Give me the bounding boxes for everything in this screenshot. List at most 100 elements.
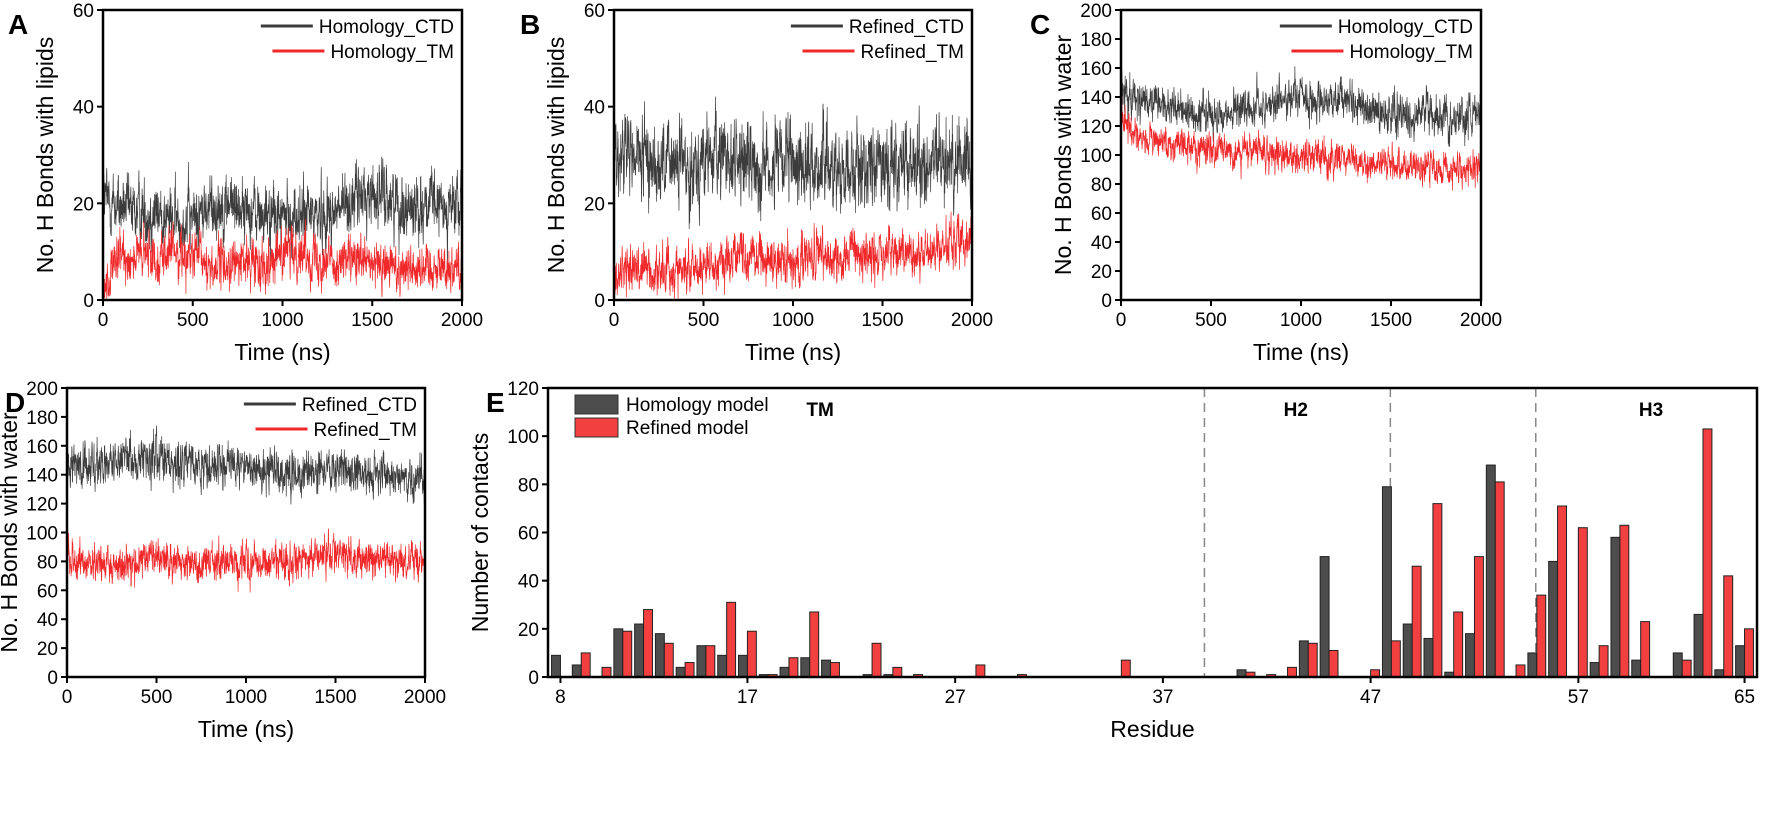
homology-bar-residue-50 bbox=[1423, 637, 1434, 678]
x-tick-label: 500 bbox=[177, 310, 209, 331]
homology-bar-residue-55 bbox=[1527, 652, 1538, 678]
refined-bar-residue-43 bbox=[1287, 666, 1297, 678]
legend-swatch bbox=[574, 417, 619, 438]
y-tick-label: 60 bbox=[518, 524, 539, 545]
refined-bar-residue-20 bbox=[809, 611, 820, 678]
series-line-homology-tm bbox=[103, 218, 462, 300]
homology-bar-residue-45 bbox=[1319, 556, 1330, 678]
homology-bar-residue-53 bbox=[1485, 464, 1496, 678]
plot-area bbox=[103, 156, 462, 300]
y-tick-label: 140 bbox=[1080, 88, 1112, 109]
plot-area bbox=[614, 96, 972, 300]
homology-bar-residue-13 bbox=[654, 633, 665, 678]
refined-bar-residue-44 bbox=[1307, 642, 1318, 678]
region-label: H3 bbox=[1639, 400, 1663, 421]
refined-bar-residue-58 bbox=[1598, 645, 1609, 678]
x-tick-label: 37 bbox=[1152, 687, 1173, 708]
refined-bar-residue-59 bbox=[1619, 524, 1630, 678]
y-tick-label: 200 bbox=[26, 379, 58, 400]
panel-d: D Refined_CTD Refined_TM 0 500 1000 1500 2000 0 2… bbox=[0, 379, 446, 742]
homology-bar-residue-65 bbox=[1735, 645, 1746, 678]
x-tick-label: 27 bbox=[945, 687, 966, 708]
series-line-refined-ctd bbox=[614, 96, 972, 230]
homology-bar-residue-15 bbox=[696, 645, 707, 678]
refined-bar-residue-48 bbox=[1390, 640, 1401, 678]
x-tick-label: 65 bbox=[1734, 687, 1755, 708]
y-tick-label: 160 bbox=[1080, 59, 1112, 80]
y-tick-label: 140 bbox=[26, 466, 58, 487]
x-tick-label: 1500 bbox=[314, 687, 356, 708]
y-tick-label: 0 bbox=[83, 291, 94, 312]
series-line-refined-ctd bbox=[67, 425, 425, 505]
legend-swatch bbox=[574, 394, 619, 415]
x-axis-label: Time (ns) bbox=[1253, 339, 1349, 365]
panel-label: E bbox=[486, 387, 505, 418]
y-tick-label: 80 bbox=[1091, 175, 1112, 196]
x-axis-label: Time (ns) bbox=[745, 339, 841, 365]
homology-bar-residue-16 bbox=[717, 654, 728, 678]
x-tick-label: 1000 bbox=[225, 687, 267, 708]
refined-bar-residue-24 bbox=[892, 666, 903, 678]
homology-bar-residue-62 bbox=[1672, 652, 1683, 678]
refined-bar-residue-50 bbox=[1432, 503, 1443, 678]
homology-bar-residue-8 bbox=[551, 654, 561, 678]
refined-bar-residue-28 bbox=[975, 664, 986, 678]
x-tick-label: 1500 bbox=[1370, 310, 1412, 331]
refined-bar-residue-55 bbox=[1536, 594, 1547, 678]
legend-label: Refined_TM bbox=[861, 42, 965, 63]
y-tick-label: 100 bbox=[507, 427, 539, 448]
homology-bar-residue-11 bbox=[613, 628, 624, 678]
y-tick-label: 20 bbox=[73, 194, 94, 215]
y-tick-label: 160 bbox=[26, 437, 58, 458]
legend-label: Homology model bbox=[626, 395, 769, 416]
homology-bar-residue-56 bbox=[1548, 560, 1559, 678]
homology-bar-residue-19 bbox=[779, 666, 790, 678]
refined-bar-residue-9 bbox=[580, 652, 591, 678]
x-tick-label: 1000 bbox=[1280, 310, 1322, 331]
y-axis-label: No. H Bonds with lipids bbox=[543, 37, 569, 274]
panel-label: D bbox=[5, 387, 25, 418]
homology-bar-residue-58 bbox=[1589, 662, 1600, 678]
y-tick-label: 80 bbox=[518, 475, 539, 496]
refined-bar-residue-64 bbox=[1723, 575, 1734, 678]
y-tick-label: 40 bbox=[1091, 233, 1112, 254]
y-axis-label: No. H Bonds with water bbox=[0, 412, 22, 653]
refined-bar-residue-49 bbox=[1411, 565, 1422, 678]
refined-bar-residue-60 bbox=[1640, 621, 1651, 678]
legend-label: Refined_CTD bbox=[849, 17, 964, 38]
x-tick-label: 2000 bbox=[951, 310, 993, 331]
refined-bar-residue-16 bbox=[726, 601, 737, 678]
y-tick-label: 20 bbox=[584, 194, 605, 215]
x-tick-label: 0 bbox=[609, 310, 620, 331]
x-axis-label: Residue bbox=[1110, 716, 1194, 742]
panel-label: A bbox=[8, 9, 28, 40]
y-tick-label: 100 bbox=[1080, 146, 1112, 167]
panel-b: B Refined_CTD Refined_TM 0 500 1000 1500 2000 0 2… bbox=[520, 1, 993, 365]
x-tick-label: 0 bbox=[62, 687, 73, 708]
refined-bar-residue-53 bbox=[1494, 481, 1505, 678]
y-tick-label: 180 bbox=[1080, 30, 1112, 51]
homology-bar-residue-21 bbox=[821, 659, 832, 678]
legend-label: Homology_TM bbox=[1349, 42, 1473, 63]
x-tick-label: 2000 bbox=[1460, 310, 1502, 331]
y-tick-label: 120 bbox=[1080, 117, 1112, 138]
y-tick-label: 0 bbox=[528, 668, 539, 689]
legend: Refined_CTD Refined_TM bbox=[243, 395, 417, 441]
legend: Refined_CTD Refined_TM bbox=[790, 17, 965, 63]
y-tick-label: 200 bbox=[1080, 1, 1112, 22]
y-tick-label: 20 bbox=[518, 620, 539, 641]
refined-bar-residue-62 bbox=[1681, 659, 1692, 678]
panel-a: A Homology_CTD Homology_TM 0 500 1000 1500 2000… bbox=[8, 1, 483, 365]
plot-area bbox=[551, 388, 1754, 678]
refined-bar-residue-65 bbox=[1744, 628, 1754, 678]
y-tick-label: 40 bbox=[37, 610, 58, 631]
legend-label: Homology_TM bbox=[330, 42, 454, 63]
y-tick-label: 20 bbox=[1091, 262, 1112, 283]
y-tick-label: 120 bbox=[507, 379, 539, 400]
refined-bar-residue-15 bbox=[705, 645, 716, 678]
x-tick-label: 500 bbox=[1195, 310, 1227, 331]
refined-bar-residue-10 bbox=[601, 666, 612, 678]
